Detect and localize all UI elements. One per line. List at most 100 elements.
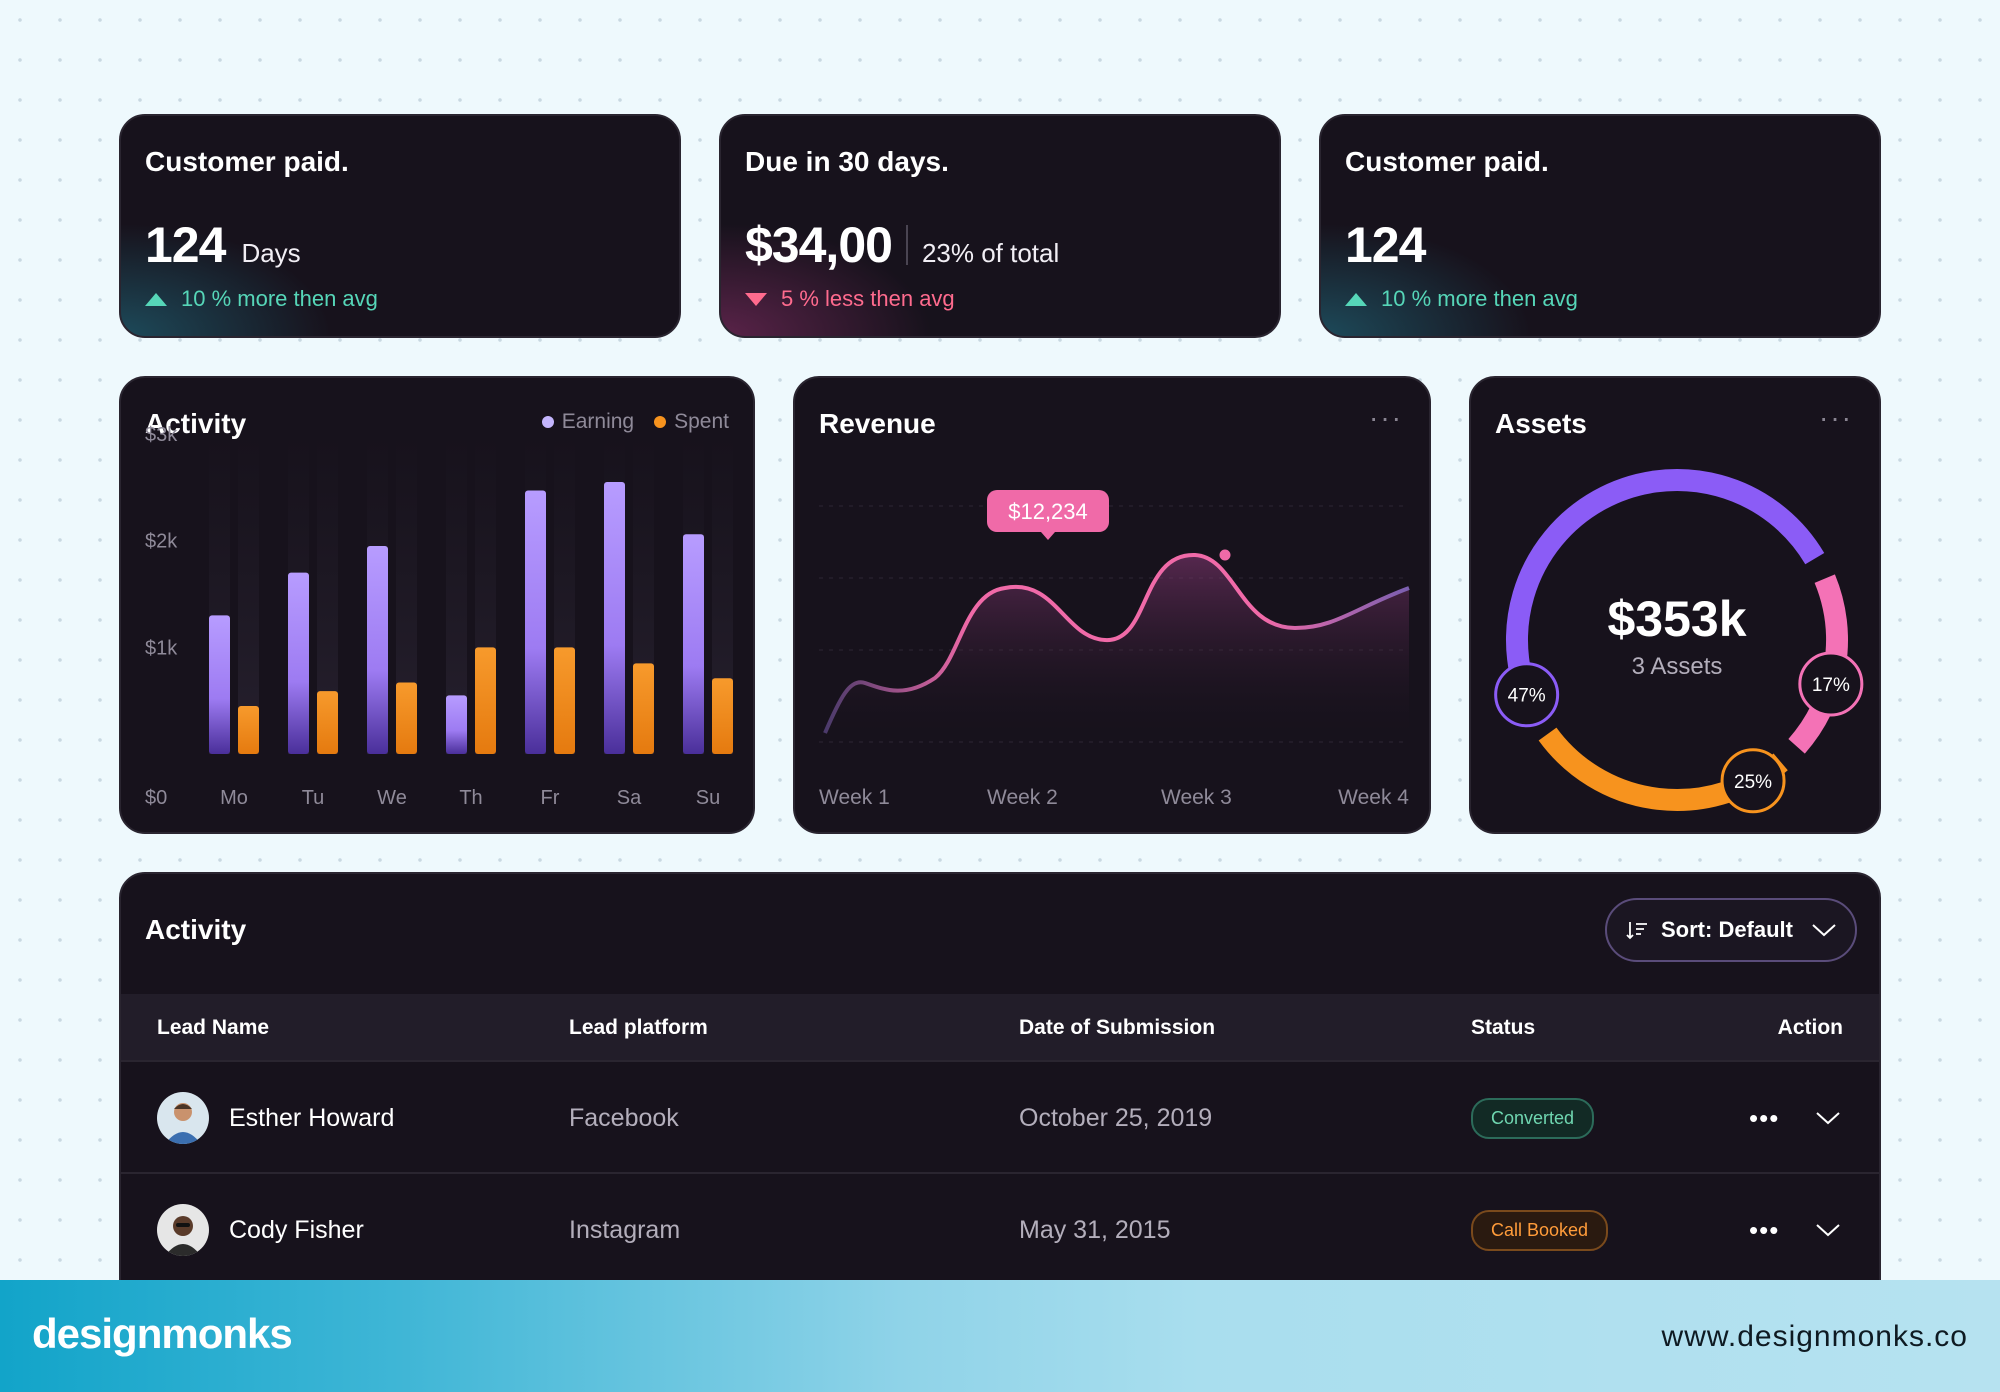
bar-track: [317, 434, 338, 754]
activity-bar-chart: $3k $2k $1k $0 Mo Tu We Th Fr Sa Su: [145, 424, 733, 809]
bar-spent-mo[interactable]: [238, 706, 259, 754]
more-options-icon[interactable]: ···: [1369, 402, 1403, 433]
sort-icon: [1626, 922, 1647, 940]
brand-logo[interactable]: designmonks: [32, 1310, 293, 1357]
column-header-action: Action: [1777, 1016, 1843, 1039]
x-tick-label: Sa: [617, 787, 642, 809]
stat-card-customer-paid-2: Customer paid. 124 10 % more then avg: [1319, 114, 1881, 338]
more-actions-icon[interactable]: •••: [1749, 1102, 1780, 1133]
revenue-area-chart: $12,234 Week 1 Week 2 Week 3 Week 4: [819, 490, 1410, 809]
card-title: Activity: [145, 408, 247, 439]
lead-platform: Instagram: [569, 1215, 681, 1244]
stat-trend-text: 5 % less then avg: [781, 286, 955, 311]
donut-label-bubble: [1798, 651, 1864, 717]
card-title: Revenue: [819, 408, 936, 439]
bar-earning-th[interactable]: [446, 695, 467, 754]
bar-spent-fr[interactable]: [554, 647, 575, 754]
column-header-lead-name[interactable]: Lead Name: [157, 1016, 270, 1039]
stat-title: Customer paid.: [145, 146, 349, 177]
stat-trend: 10 % more then avg: [145, 286, 378, 312]
status-badge: Converted: [1471, 1097, 1595, 1139]
bar-spent-tu[interactable]: [317, 691, 338, 754]
bar-track: [238, 434, 259, 754]
legend-spent[interactable]: Spent: [654, 410, 729, 434]
row-expand-button[interactable]: [1815, 1062, 1841, 1174]
stat-title: Customer paid.: [1345, 146, 1549, 177]
stat-trend: 10 % more then avg: [1345, 286, 1578, 312]
table-title: Activity: [145, 914, 247, 945]
bar-earning-fr[interactable]: [525, 490, 546, 754]
bar-track: [712, 434, 733, 754]
bar-spent-we[interactable]: [396, 682, 417, 754]
legend-dot-icon: [654, 416, 667, 428]
lead-name-cell: Cody Fisher: [157, 1174, 364, 1286]
column-header-lead-platform[interactable]: Lead platform: [569, 1016, 708, 1039]
submission-date: October 25, 2019: [1019, 1103, 1213, 1132]
sort-label: Sort: Default: [1661, 917, 1793, 942]
stat-card-due: Due in 30 days. $34,00 23% of total 5 % …: [719, 114, 1281, 338]
chart-legend: Earning Spent: [541, 410, 729, 434]
revenue-peak-point[interactable]: [1216, 546, 1234, 564]
stat-unit: Days: [241, 238, 301, 268]
x-tick-label: We: [377, 787, 407, 809]
bar-earning-su[interactable]: [683, 534, 704, 754]
stat-value-row: 124: [1345, 216, 1426, 274]
lead-name-cell: Esther Howard: [157, 1062, 394, 1174]
tooltip-text: $12,234: [1008, 499, 1088, 524]
donut-label: 25%: [1734, 772, 1772, 793]
trend-up-icon: [1345, 292, 1367, 306]
more-options-icon[interactable]: ···: [1819, 402, 1853, 433]
table-row[interactable]: Cody Fisher Instagram May 31, 2015 Call …: [121, 1172, 1879, 1284]
legend-dot-icon: [541, 416, 554, 428]
revenue-chart-card: Revenue ··· $12,234 Week 1 Week 2 Week 3: [793, 376, 1431, 834]
y-tick-label: $0: [145, 787, 167, 809]
x-tick-label: Tu: [302, 787, 325, 809]
stat-title: Due in 30 days.: [745, 146, 949, 177]
donut-label-bubble: [1494, 662, 1560, 728]
legend-label: Earning: [561, 410, 635, 433]
stat-value-row: $34,00 23% of total: [745, 216, 1059, 274]
website-link[interactable]: www.designmonks.co: [1661, 1320, 1968, 1353]
table-header: Lead Name Lead platform Date of Submissi…: [121, 994, 1879, 1060]
divider: [905, 225, 908, 265]
stat-value-row: 124 Days: [145, 216, 301, 274]
revenue-area: [825, 554, 1409, 742]
legend-earning[interactable]: Earning: [541, 410, 635, 434]
stat-trend-text: 10 % more then avg: [181, 286, 378, 311]
bar-spent-su[interactable]: [712, 678, 733, 754]
sort-button[interactable]: Sort: Default: [1605, 898, 1857, 962]
avatar: [157, 1092, 209, 1144]
trend-up-icon: [145, 292, 167, 306]
chevron-down-icon: [1816, 1224, 1840, 1237]
card-title: Assets: [1495, 408, 1587, 439]
more-actions-icon[interactable]: •••: [1749, 1214, 1780, 1245]
bar-earning-we[interactable]: [367, 546, 388, 754]
revenue-line: [823, 552, 1410, 734]
lead-name: Cody Fisher: [229, 1215, 364, 1244]
row-expand-button[interactable]: [1815, 1174, 1841, 1286]
bar-earning-tu[interactable]: [288, 572, 309, 754]
assets-card: Assets ··· 47% 17% 25% $353k 3 Assets: [1469, 376, 1881, 834]
donut-segment-47pct[interactable]: [1506, 469, 1825, 721]
bar-earning-mo[interactable]: [209, 615, 230, 754]
assets-total: $353k: [1607, 591, 1746, 647]
bar-earning-sa[interactable]: [604, 482, 625, 754]
donut-label: 17%: [1812, 675, 1850, 696]
bar-spent-th[interactable]: [475, 647, 496, 754]
stat-trend: 5 % less then avg: [745, 286, 955, 312]
table-row[interactable]: Esther Howard Facebook October 25, 2019 …: [121, 1060, 1879, 1172]
lead-platform: Facebook: [569, 1103, 679, 1132]
lead-name: Esther Howard: [229, 1103, 395, 1132]
submission-date: May 31, 2015: [1019, 1215, 1171, 1244]
column-header-status[interactable]: Status: [1471, 1016, 1536, 1039]
column-header-date[interactable]: Date of Submission: [1019, 1016, 1216, 1039]
footer-banner: designmonks www.designmonks.co: [0, 1280, 2000, 1392]
chevron-down-icon: [1812, 924, 1836, 937]
stat-trend-text: 10 % more then avg: [1381, 286, 1578, 311]
x-tick-label: Week 1: [819, 786, 890, 809]
bar-spent-sa[interactable]: [633, 663, 654, 754]
donut-label: 47%: [1508, 686, 1546, 707]
y-tick-label: $1k: [145, 637, 178, 659]
x-tick-label: Week 4: [1338, 786, 1409, 809]
trend-down-icon: [745, 292, 767, 306]
